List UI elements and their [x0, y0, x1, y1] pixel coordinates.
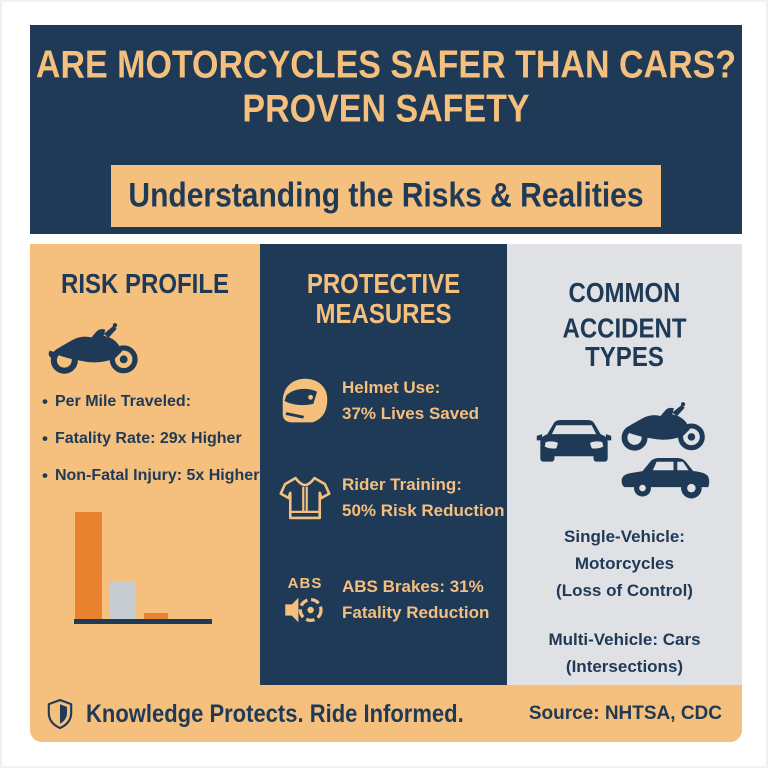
- protective-measures-title: PROTECTIVE MEASURES: [260, 268, 507, 330]
- protective-measures-panel: PROTECTIVE MEASURES Helmet Use: 37% Live…: [260, 244, 507, 685]
- training-line2: 50% Risk Reduction: [342, 501, 505, 520]
- single-vehicle-line2: Motorcycles: [574, 554, 675, 573]
- multi-vehicle-line1: Multi-Vehicle: Cars: [548, 630, 701, 649]
- risk-bullet-item: • Fatality Rate: 29x Higher: [42, 429, 260, 449]
- risk-bullet-text: Per Mile Traveled:: [54, 393, 192, 410]
- accident-title-line1: COMMON ACCIDENT: [562, 277, 687, 345]
- rider-shirt-icon: [278, 474, 332, 522]
- bar-baseline-car: [144, 613, 168, 619]
- motorcycle-icon: [621, 402, 705, 451]
- accident-title-line2: TYPES: [585, 341, 664, 374]
- risk-profile-panel: RISK PROFILE • Per Mile Traveled: • Fata…: [30, 244, 260, 685]
- protective-title-line1: PROTECTIVE: [306, 268, 461, 300]
- bullet-dot: •: [42, 392, 48, 411]
- training-measure-item: Rider Training: 50% Risk Reduction: [278, 472, 505, 524]
- risk-bar-chart: [74, 512, 212, 624]
- bullet-dot: •: [42, 429, 48, 448]
- risk-bullet-text: Non-Fatal Injury: 5x Higher: [54, 467, 260, 484]
- single-vehicle-line3: (Loss of Control): [556, 581, 693, 600]
- footer-bar: Knowledge Protects. Ride Informed. Sourc…: [30, 685, 742, 742]
- shield-icon: [47, 698, 73, 729]
- car-front-icon: [536, 419, 612, 462]
- car-side-icon: [621, 458, 710, 499]
- risk-bullet-item: • Per Mile Traveled:: [42, 392, 260, 412]
- main-title-line2: PROVEN SAFETY: [242, 87, 530, 131]
- subtitle-text: Understanding the Risks & Realities: [128, 176, 644, 215]
- helmet-measure-item: Helmet Use: 37% Lives Saved: [278, 375, 479, 427]
- abs-measure-item: ABS ABS Brakes: 31% Fatality Reduction: [278, 574, 489, 626]
- risk-bullet-text: Fatality Rate: 29x Higher: [54, 430, 242, 447]
- header: ARE MOTORCYCLES SAFER THAN CARS? PROVEN …: [30, 25, 742, 234]
- subtitle-banner: Understanding the Risks & Realities: [111, 165, 661, 227]
- chart-axis-line: [74, 619, 212, 624]
- multi-vehicle-text: Multi-Vehicle: Cars (Intersections): [507, 626, 742, 680]
- single-vehicle-text: Single-Vehicle: Motorcycles (Loss of Con…: [507, 523, 742, 604]
- helmet-line1: Helmet Use:: [342, 378, 441, 397]
- helmet-icon: [278, 375, 332, 427]
- footer-tagline: Knowledge Protects. Ride Informed.: [86, 698, 464, 728]
- bullet-dot: •: [42, 466, 48, 485]
- helmet-line2: 37% Lives Saved: [342, 404, 480, 423]
- multi-vehicle-line2: (Intersections): [565, 657, 684, 676]
- training-measure-text: Rider Training: 50% Risk Reduction: [342, 472, 505, 524]
- footer-source: Source: NHTSA, CDC: [528, 702, 722, 724]
- motorcycle-icon: [48, 323, 138, 374]
- bar-injury: [110, 582, 135, 619]
- risk-bullet-list: • Per Mile Traveled: • Fatality Rate: 29…: [42, 392, 260, 486]
- risk-profile-title: RISK PROFILE: [30, 268, 260, 300]
- risk-profile-title-text: RISK PROFILE: [60, 268, 229, 300]
- abs-label: ABS: [287, 574, 323, 592]
- accident-icons-cluster: [507, 399, 742, 509]
- bar-fatality: [75, 512, 102, 619]
- risk-bullet-item: • Non-Fatal Injury: 5x Higher: [42, 466, 260, 486]
- single-vehicle-line1: Single-Vehicle:: [564, 527, 685, 546]
- protective-title-line2: MEASURES: [315, 298, 452, 330]
- training-line1: Rider Training:: [342, 475, 462, 494]
- abs-brake-icon: ABS: [278, 575, 332, 626]
- main-title-line1: ARE MOTORCYCLES SAFER THAN CARS?: [35, 43, 737, 87]
- accident-types-panel: COMMON ACCIDENT TYPES: [507, 244, 742, 685]
- content-columns: RISK PROFILE • Per Mile Traveled: • Fata…: [30, 244, 742, 685]
- abs-line1: ABS Brakes: 31%: [342, 577, 484, 596]
- abs-line2: Fatality Reduction: [342, 603, 490, 622]
- accident-types-title: COMMON ACCIDENT TYPES: [507, 278, 742, 374]
- helmet-measure-text: Helmet Use: 37% Lives Saved: [342, 375, 479, 427]
- abs-measure-text: ABS Brakes: 31% Fatality Reduction: [342, 574, 489, 626]
